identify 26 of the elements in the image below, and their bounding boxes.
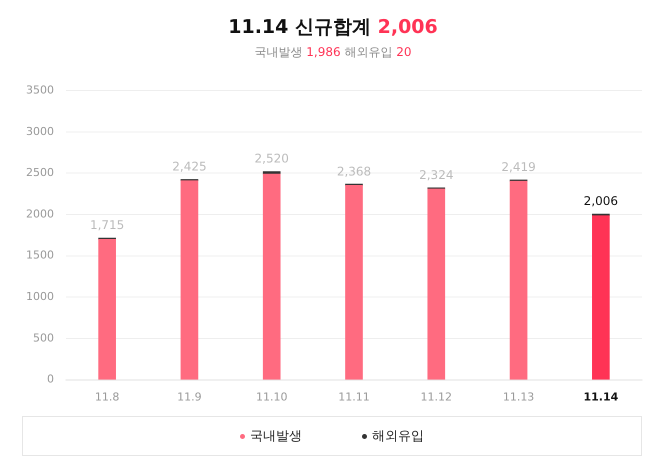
- y-tick-label: 0: [46, 372, 54, 386]
- total-label: 2,425: [172, 160, 207, 174]
- x-tick-label: 11.10: [256, 390, 288, 404]
- total-label: 1,715: [90, 218, 124, 232]
- y-tick-label: 500: [32, 331, 54, 344]
- y-tick-label: 2000: [26, 207, 54, 220]
- y-tick-label: 3000: [26, 124, 54, 138]
- y-tick-label: 2500: [26, 166, 54, 180]
- y-tick-label: 1500: [26, 248, 54, 262]
- chart-title: 11.14 신규합계 2,006: [228, 16, 438, 38]
- x-tick-label: 11.9: [177, 390, 202, 404]
- y-tick-label: 1000: [26, 290, 54, 304]
- total-label: 2,006: [584, 194, 618, 208]
- total-label: 2,324: [419, 168, 454, 182]
- total-label: 2,419: [501, 160, 536, 174]
- x-tick-label: 11.14: [583, 390, 619, 404]
- x-tick-label: 11.12: [420, 390, 452, 404]
- y-tick-label: 3500: [26, 83, 54, 96]
- x-tick-label: 11.13: [502, 390, 534, 404]
- legend-label: 국내발생: [249, 428, 302, 445]
- x-tick-label: 11.11: [338, 390, 370, 404]
- total-label: 2,520: [254, 152, 289, 166]
- x-tick-label: 11.8: [94, 390, 120, 404]
- total-label: 2,368: [336, 164, 372, 178]
- legend-label: 해외유입: [371, 428, 424, 445]
- chart-subtitle: 국내발생 1,986 해외유입 20: [254, 45, 412, 59]
